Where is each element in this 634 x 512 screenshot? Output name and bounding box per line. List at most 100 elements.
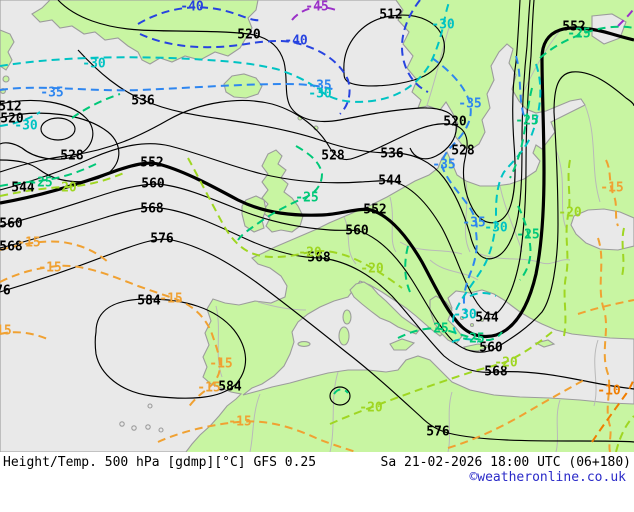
height-contour-label: 520	[443, 115, 467, 130]
temp-minus25-lines	[0, 25, 634, 395]
island	[469, 322, 475, 328]
height-contour-label: 560	[141, 177, 165, 192]
island	[459, 315, 465, 321]
temp-contour-label: -15	[17, 236, 40, 251]
temp-contour-label: -15	[38, 261, 61, 276]
map-product-label: Height/Temp. 500 hPa [gdmp][°C] GFS 0.25	[3, 455, 317, 470]
height-contour-label: 576	[150, 232, 174, 247]
temp-contour-label: -30	[431, 18, 455, 33]
height-contour-label: 520	[0, 112, 24, 127]
island-balearics	[297, 341, 311, 347]
temp-contour-label: -35	[458, 97, 481, 112]
temp-contour-label: -15	[197, 381, 220, 396]
height-contour-label: 576	[0, 284, 11, 299]
height-contour-label: 576	[426, 425, 450, 440]
height-contours	[0, 0, 634, 443]
height-contour-label: 552	[562, 20, 585, 35]
temp-contour-label: -25	[461, 332, 484, 347]
temp-contour-label: -30	[484, 221, 508, 236]
weatheronline-forecast-chart: { "caption": { "left": "Height/Temp. 500…	[0, 0, 634, 490]
sea-black-sea	[570, 208, 634, 251]
temp-contour-label: -20	[53, 181, 77, 196]
island-canary	[145, 424, 151, 430]
contour-labels: 5125205365285445605685765525605685765845…	[0, 0, 624, 440]
temp-contour-label: -35	[462, 216, 485, 231]
island-canary	[158, 427, 164, 433]
height-contour-label: 544	[11, 181, 35, 196]
height-contour-label: 584	[137, 294, 161, 309]
country-borders	[215, 17, 601, 452]
height-contour-label: 552	[363, 203, 386, 218]
temp-contour-label: -15	[0, 324, 12, 339]
map-canvas: 5125205365285445605685765525605685765845…	[0, 0, 634, 452]
height-contour-label: 536	[131, 94, 155, 109]
temp-contour-label: -15	[159, 292, 182, 307]
temp-contour-label: -25	[29, 176, 52, 191]
height-contour-label: 536	[380, 147, 404, 162]
temp-contour-label: -10	[597, 384, 621, 399]
height-contour-label: 584	[218, 380, 242, 395]
temp-minus30-lines	[0, 0, 542, 343]
temp-contour-label: -25	[567, 27, 590, 42]
island	[479, 317, 485, 323]
height-contour-label: 552	[140, 156, 163, 171]
island-sardinia	[338, 326, 350, 346]
island-canary	[119, 421, 125, 427]
temp-contour-label: -15	[600, 181, 623, 196]
temp-contours	[0, 0, 634, 452]
weather-map: 5125205365285445605685765525605685765845…	[0, 0, 634, 452]
temp-contour-label: -45	[305, 0, 328, 15]
temp-contour-label: -40	[180, 0, 204, 15]
temp-contour-label: -15	[228, 415, 251, 430]
island-madeira	[147, 403, 153, 409]
temp-contour-label: -25	[516, 228, 539, 243]
height-contour-label: 560	[345, 224, 369, 239]
caption-bar: Height/Temp. 500 hPa [gdmp][°C] GFS 0.25…	[0, 452, 634, 490]
height-contour-label: 560	[0, 217, 23, 232]
height-contour-label: 520	[237, 28, 261, 43]
temp-contour-label: -20	[359, 401, 383, 416]
temp-contour-label: -35	[40, 86, 63, 101]
temp-minus15-lines	[0, 159, 634, 452]
height-contour-label: 568	[140, 202, 164, 217]
temp-contour-label: -25	[425, 322, 448, 337]
land-ireland	[241, 195, 267, 233]
copyright-link[interactable]: ©weatheronline.co.uk	[469, 470, 626, 485]
island-cyprus	[534, 339, 556, 348]
height-contour-label: 528	[451, 144, 475, 159]
temp-contour-label: -15	[209, 357, 232, 372]
height-contour-label: 568	[307, 251, 331, 266]
temp-contour-label: -20	[298, 246, 322, 261]
island	[2, 75, 10, 83]
height-contour-label: 528	[60, 149, 84, 164]
temp-contour-label: -20	[558, 206, 582, 221]
height-contour-label: 544	[378, 174, 402, 189]
height-contour-label: 568	[484, 365, 508, 380]
temp-contour-label: -30	[453, 308, 477, 323]
temp-minus45-lines	[291, 6, 634, 27]
temp-contour-label: -30	[308, 87, 332, 102]
height-contour-label: 544	[475, 311, 499, 326]
temp-minus10-lines	[591, 377, 634, 443]
temp-contour-label: -40	[284, 34, 308, 49]
temp-contour-label: -25	[295, 191, 318, 206]
temp-contour-label: -20	[360, 262, 384, 277]
temp-minus20-lines	[0, 157, 634, 452]
height-contour-label: 512	[0, 100, 22, 115]
temp-minus40-lines	[137, 0, 429, 115]
temp-minus35-lines	[0, 55, 525, 313]
temp-contour-label: -20	[494, 356, 518, 371]
land-sicily	[389, 338, 416, 351]
temp-contour-label: -35	[432, 158, 455, 173]
island-corsica	[342, 309, 352, 325]
height-contour-label: 528	[321, 149, 345, 164]
map-valid-time: Sa 21-02-2026 18:00 UTC (06+180)	[380, 455, 631, 470]
height-contour-label: 560	[479, 341, 503, 356]
temp-contour-label: -30	[82, 57, 106, 72]
height-contour-label: 568	[0, 240, 23, 255]
temp-contour-label: -35	[308, 79, 331, 94]
temp-contour-label: -30	[14, 119, 38, 134]
height-contour-label: 512	[379, 8, 402, 23]
land-iceland	[223, 73, 263, 99]
temp-contour-label: -25	[515, 114, 538, 129]
